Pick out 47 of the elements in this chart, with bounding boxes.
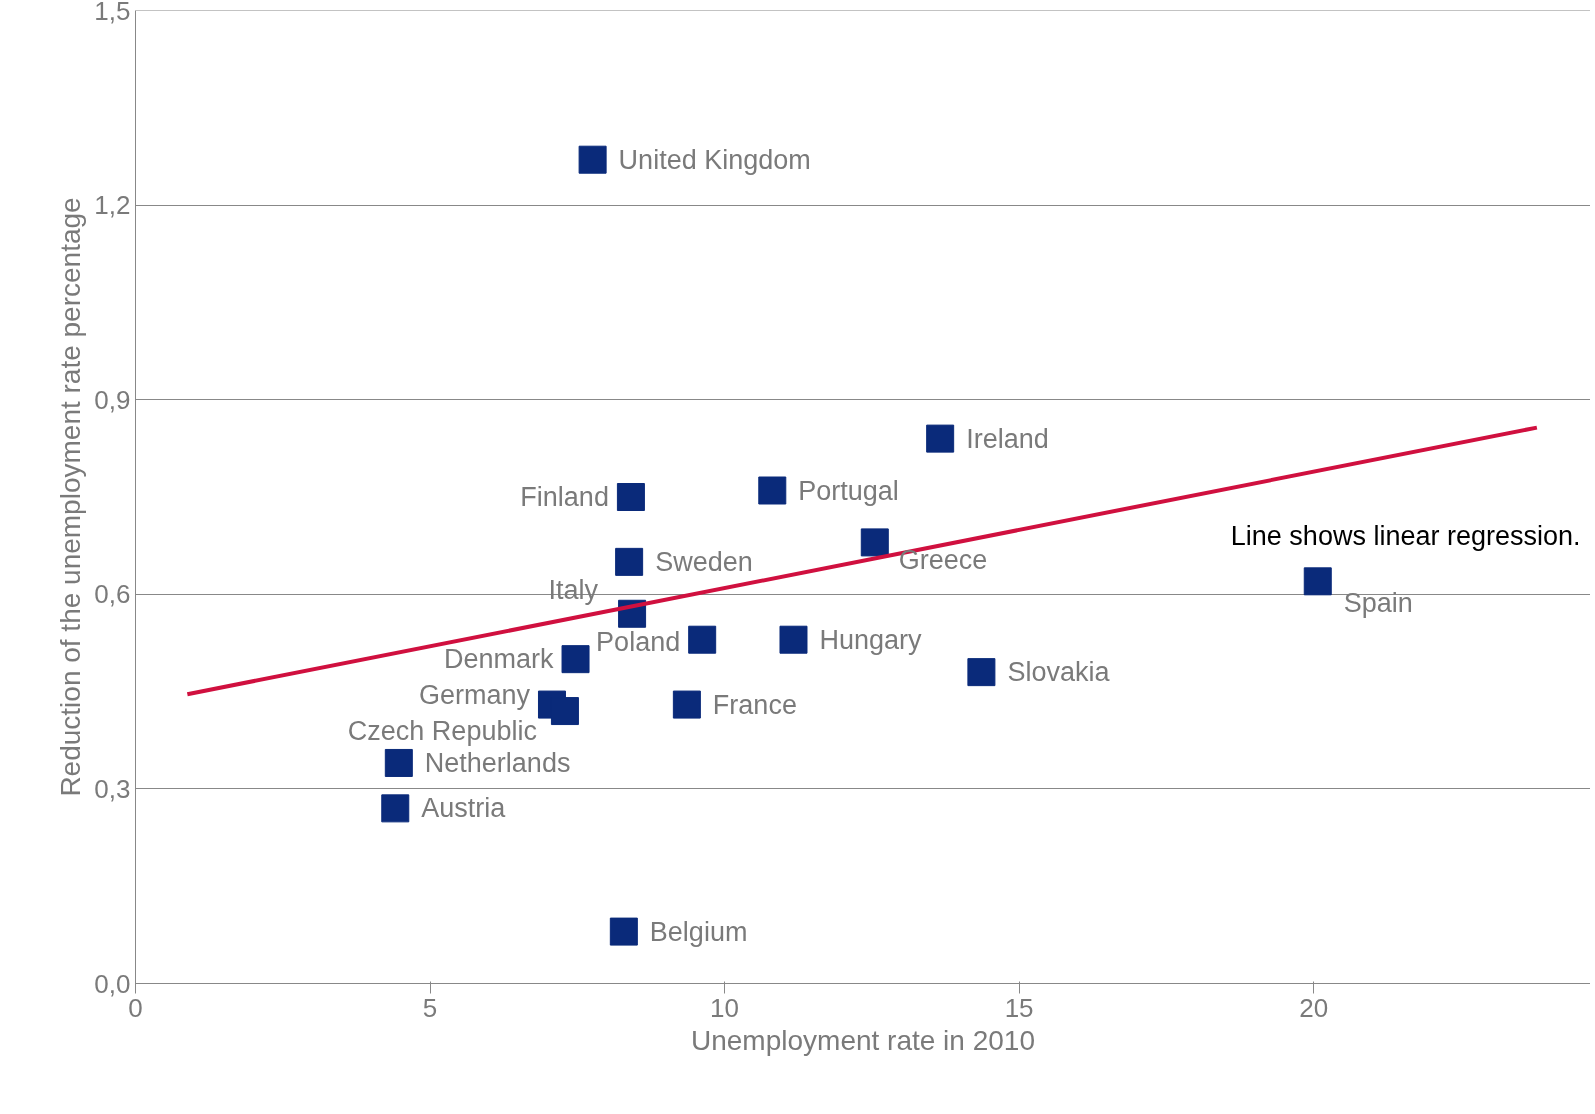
x-axis-title: Unemployment rate in 2010: [691, 1024, 1035, 1056]
annotation: Greece: [898, 545, 988, 576]
point: [926, 424, 955, 453]
annotation: Austria: [421, 793, 507, 824]
y-tick-label: 1,5: [94, 0, 131, 26]
annotation: Poland: [596, 626, 681, 657]
y-tick-label: 1,2: [94, 190, 131, 221]
annotation: Portugal: [798, 475, 899, 506]
annotation: Line shows linear regression.: [1230, 520, 1581, 551]
y-tick-label: 0,0: [94, 968, 131, 999]
annotation: Sweden: [655, 546, 753, 577]
x-tick-label: 20: [1299, 992, 1329, 1023]
annotation: Germany: [418, 679, 531, 710]
point: [609, 917, 638, 946]
point: [561, 645, 590, 674]
x-tick-label: 5: [422, 992, 438, 1023]
y-tick-label: 0,3: [94, 773, 131, 804]
x-tick-label: 15: [1004, 992, 1034, 1023]
point: [688, 625, 717, 654]
point: [616, 483, 645, 511]
annotation: Denmark: [444, 644, 555, 675]
x-tick-label: 0: [128, 992, 143, 1023]
point: [615, 547, 644, 576]
point: [384, 748, 413, 777]
annotation: United Kingdom: [618, 144, 811, 175]
annotation: Hungary: [819, 624, 923, 655]
point: [578, 145, 607, 174]
x-tick-label: 10: [710, 992, 740, 1023]
point: [672, 690, 701, 719]
point: [758, 476, 787, 505]
point: [1303, 567, 1332, 596]
annotation: Netherlands: [424, 747, 571, 778]
point: [550, 697, 579, 726]
point: [860, 528, 889, 557]
annotation: Spain: [1343, 588, 1413, 619]
annotation: Ireland: [966, 423, 1049, 454]
annotation: Finland: [520, 482, 609, 512]
point: [381, 794, 410, 823]
y-tick-label: 0,6: [94, 579, 131, 610]
y-tick-label: 0,9: [94, 384, 131, 415]
y-axis-title: Reduction of the unemployment rate percentage: [55, 197, 87, 797]
point: [967, 658, 996, 687]
annotation: France: [712, 689, 797, 720]
point: [779, 625, 808, 654]
annotation: Belgium: [649, 916, 748, 947]
annotation: Czech Republic: [347, 716, 537, 747]
annotation: Slovakia: [1007, 657, 1111, 688]
